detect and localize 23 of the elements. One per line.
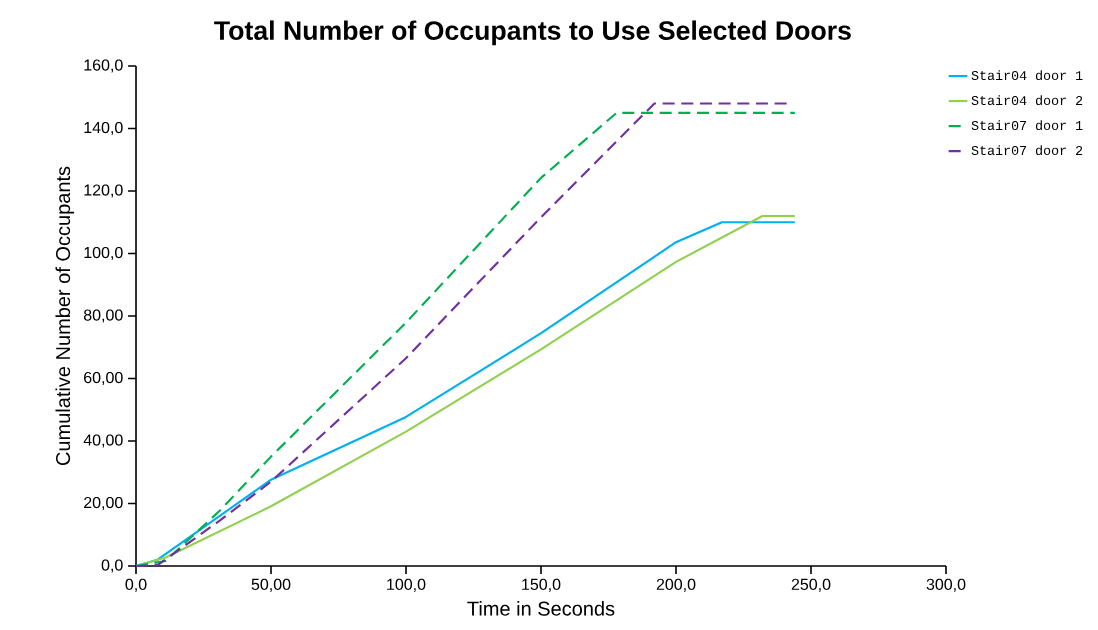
y-tick-label: 140,0: [84, 121, 123, 136]
x-tick-label: 250,0: [791, 578, 831, 592]
y-tick-label: 120,0: [84, 184, 123, 198]
y-tick-label: 60,00: [84, 371, 123, 386]
legend-label: Stair07 door 1: [971, 120, 1083, 131]
x-tick-label: 150,0: [522, 578, 561, 592]
x-tick-label: 300,0: [926, 578, 966, 592]
legend-label: Stair04 door 2: [971, 95, 1083, 106]
x-axis-title: Time in Seconds: [467, 601, 615, 616]
y-tick-label: 100,0: [84, 246, 123, 261]
y-axis-title: Cumulative Number of Occupants: [55, 166, 75, 466]
x-tick-label: 0,0: [125, 578, 147, 592]
y-tick-label: 20,00: [84, 496, 123, 511]
chart-title: Total Number of Occupants to Use Selected Doors: [214, 20, 851, 46]
y-tick-label: 40,00: [83, 434, 123, 448]
y-tick-label: 80,00: [83, 309, 123, 323]
legend-label: Stair04 door 1: [971, 70, 1083, 81]
y-tick-label: 160,0: [84, 59, 123, 73]
x-tick-label: 50,00: [251, 578, 291, 592]
x-tick-label: 200,0: [656, 578, 696, 592]
legend-label: Stair07 door 2: [971, 145, 1083, 156]
x-tick-label: 100,0: [387, 578, 426, 592]
y-tick-label: 0,0: [101, 559, 123, 573]
